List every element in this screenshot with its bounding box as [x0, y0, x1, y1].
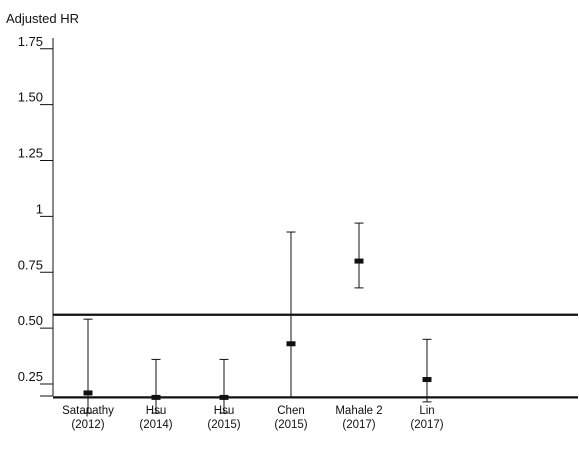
y-tick-label: 0.50 [18, 313, 43, 328]
hr-point [422, 377, 432, 383]
hr-point [83, 390, 93, 396]
hr-point [151, 394, 161, 400]
hr-point [219, 394, 229, 400]
y-tick-label: 1.75 [18, 34, 43, 49]
x-tick-label-year: (2017) [342, 419, 375, 431]
x-tick-label-study: Lin [419, 405, 434, 417]
hr-point [354, 258, 364, 264]
y-tick-label: 0.75 [18, 257, 43, 272]
y-tick-label: 1 [36, 201, 43, 216]
x-tick-label-study: Hsu [146, 405, 166, 417]
x-tick-label-study: Mahale 2 [335, 405, 382, 417]
x-tick-label-year: (2017) [410, 419, 443, 431]
hr-point [286, 341, 296, 347]
y-axis-title: Adjusted HR [6, 11, 79, 26]
y-tick-label: 1.50 [18, 90, 43, 105]
x-tick-label-study: Hsu [214, 405, 234, 417]
x-tick-label-year: (2012) [71, 419, 104, 431]
y-tick-label: 0.25 [18, 369, 43, 384]
x-tick-label-year: (2014) [139, 419, 172, 431]
x-tick-label-study: Chen [277, 405, 305, 417]
x-tick-label-study: Satapathy [62, 405, 114, 417]
y-tick-label: 1.25 [18, 146, 43, 161]
x-tick-label-year: (2015) [207, 419, 240, 431]
x-tick-label-year: (2015) [274, 419, 307, 431]
